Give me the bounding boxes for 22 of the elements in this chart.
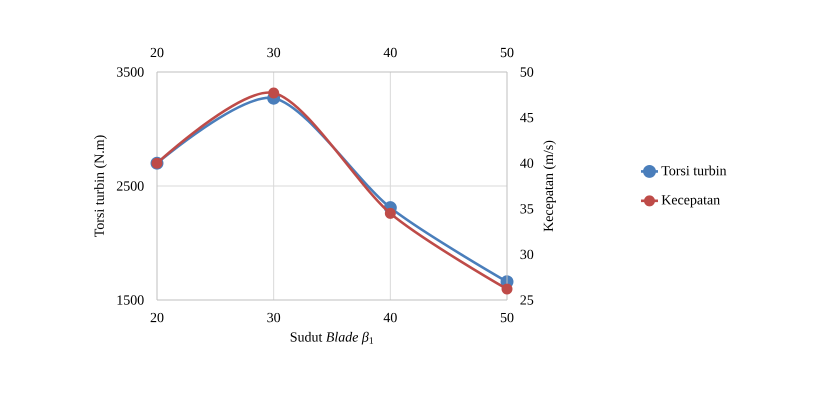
y2-tick-label: 45 (520, 112, 534, 122)
y2-tick-label: 25 (520, 295, 534, 305)
y2-axis-title: Kecepatan (m/s) (543, 140, 556, 232)
x2-tick-label: 20 (150, 48, 164, 58)
y-tick-label: 3500 (116, 67, 144, 77)
x2-tick-label: 40 (384, 48, 397, 58)
x2-tick-label: 50 (500, 48, 514, 58)
y-tick-label: 2500 (116, 181, 144, 191)
x-tick-label: 40 (384, 312, 397, 322)
y-axis-title: Torsi turbin (N.m) (94, 135, 107, 237)
y-tick-label: 1500 (118, 295, 144, 305)
y2-tick-label: 50 (520, 67, 534, 77)
legend-label: Torsi turbin (662, 166, 726, 176)
x-tick-label: 20 (150, 312, 164, 322)
y2-tick-label: 30 (520, 250, 534, 260)
x-axis-title: Sudut Blade β$_{1}$ (290, 332, 374, 345)
x-tick-label: 30 (267, 312, 280, 322)
x2-tick-label: 30 (267, 48, 280, 58)
legend-label: Kecepatan (662, 195, 720, 208)
y2-tick-label: 35 (520, 204, 534, 214)
x-tick-label: 50 (500, 312, 514, 322)
y2-tick-label: 40 (520, 158, 534, 168)
